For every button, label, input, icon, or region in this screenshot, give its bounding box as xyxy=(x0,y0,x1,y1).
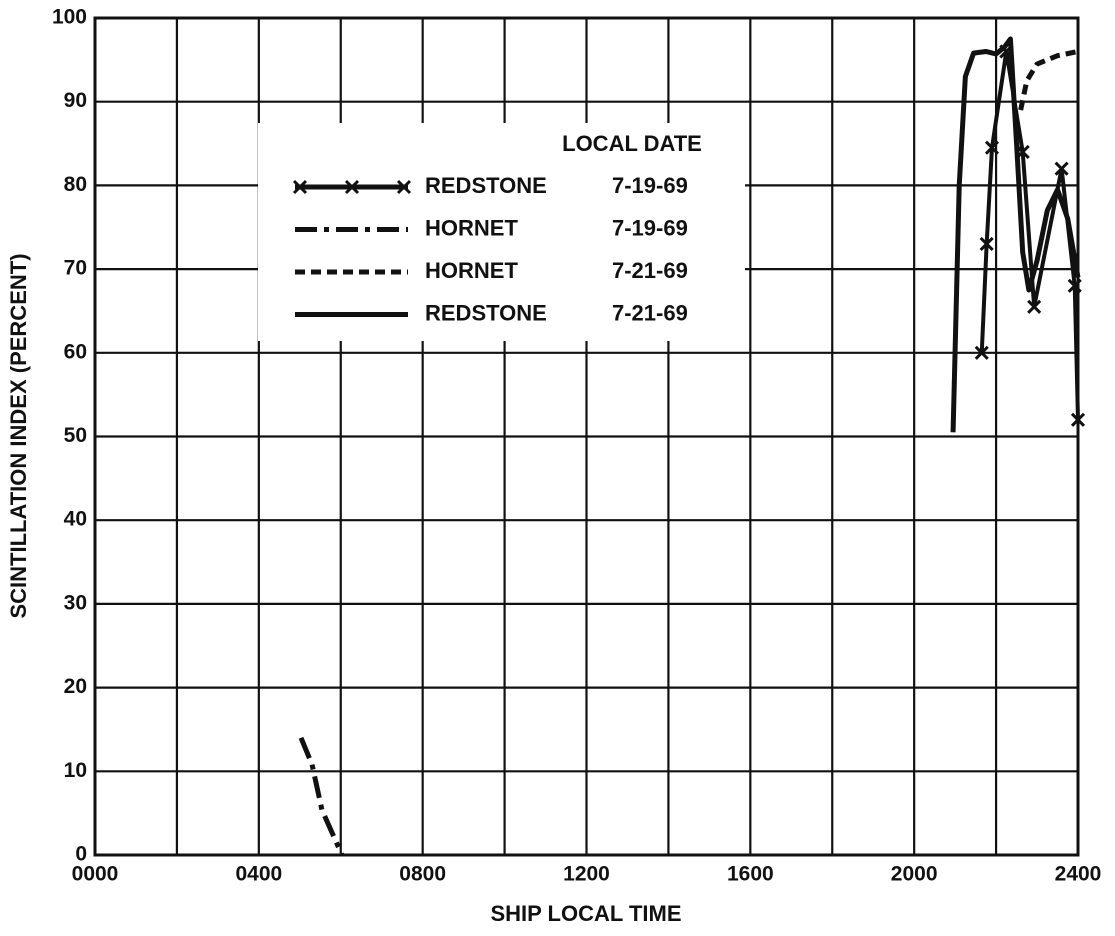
data-point xyxy=(974,345,989,360)
legend-date: 7-21-69 xyxy=(612,258,688,283)
series-line xyxy=(298,736,345,857)
x-tick-label: 1200 xyxy=(563,863,610,886)
y-tick-label: 10 xyxy=(64,759,87,782)
y-tick-label: 30 xyxy=(64,591,87,614)
legend-date: 7-19-69 xyxy=(612,173,688,198)
legend: LOCAL DATE REDSTONE 7-19-69 HORNET 7-19-69 HO… xyxy=(258,123,745,341)
data-point xyxy=(984,140,1000,155)
y-tick-label: 40 xyxy=(64,508,87,531)
y-tick-label: 100 xyxy=(52,6,87,29)
data-point xyxy=(1027,299,1042,314)
x-tick-label: 1600 xyxy=(727,863,774,886)
x-tick-label: 2400 xyxy=(1055,863,1102,886)
legend-date: 7-19-69 xyxy=(612,215,688,240)
x-marker xyxy=(292,179,308,195)
y-tick-label: 20 xyxy=(64,675,87,698)
plot-frame xyxy=(93,16,1080,857)
legend-title: LOCAL DATE xyxy=(562,131,702,156)
legend-name: HORNET xyxy=(425,258,518,283)
y-tick-label: 0 xyxy=(75,843,87,866)
legend-name: HORNET xyxy=(425,215,518,240)
x-tick-label: 0400 xyxy=(235,863,282,886)
y-tick-label: 80 xyxy=(64,173,87,196)
y-tick-label: 50 xyxy=(64,424,87,447)
x-tick-label: 2000 xyxy=(891,863,938,886)
x-axis-label: SHIP LOCAL TIME xyxy=(490,901,681,926)
x-marker xyxy=(344,179,360,195)
data-point xyxy=(1067,278,1082,293)
data-point xyxy=(979,236,994,252)
series-line xyxy=(1018,49,1079,111)
y-tick-label: 60 xyxy=(64,340,87,363)
y-tick-label: 90 xyxy=(64,89,87,112)
legend-name: REDSTONE xyxy=(425,173,547,198)
legend-name: REDSTONE xyxy=(425,300,547,325)
x-tick-label: 0800 xyxy=(399,863,446,886)
x-marker xyxy=(396,179,412,195)
x-tick-label: 0000 xyxy=(72,863,119,886)
series-line xyxy=(950,36,1081,433)
y-axis-label: SCINTILLATION INDEX (PERCENT) xyxy=(6,253,31,618)
data-point xyxy=(1054,161,1069,176)
legend-date: 7-21-69 xyxy=(612,300,688,325)
data-point xyxy=(1070,412,1086,427)
y-tick-label: 70 xyxy=(64,257,87,280)
